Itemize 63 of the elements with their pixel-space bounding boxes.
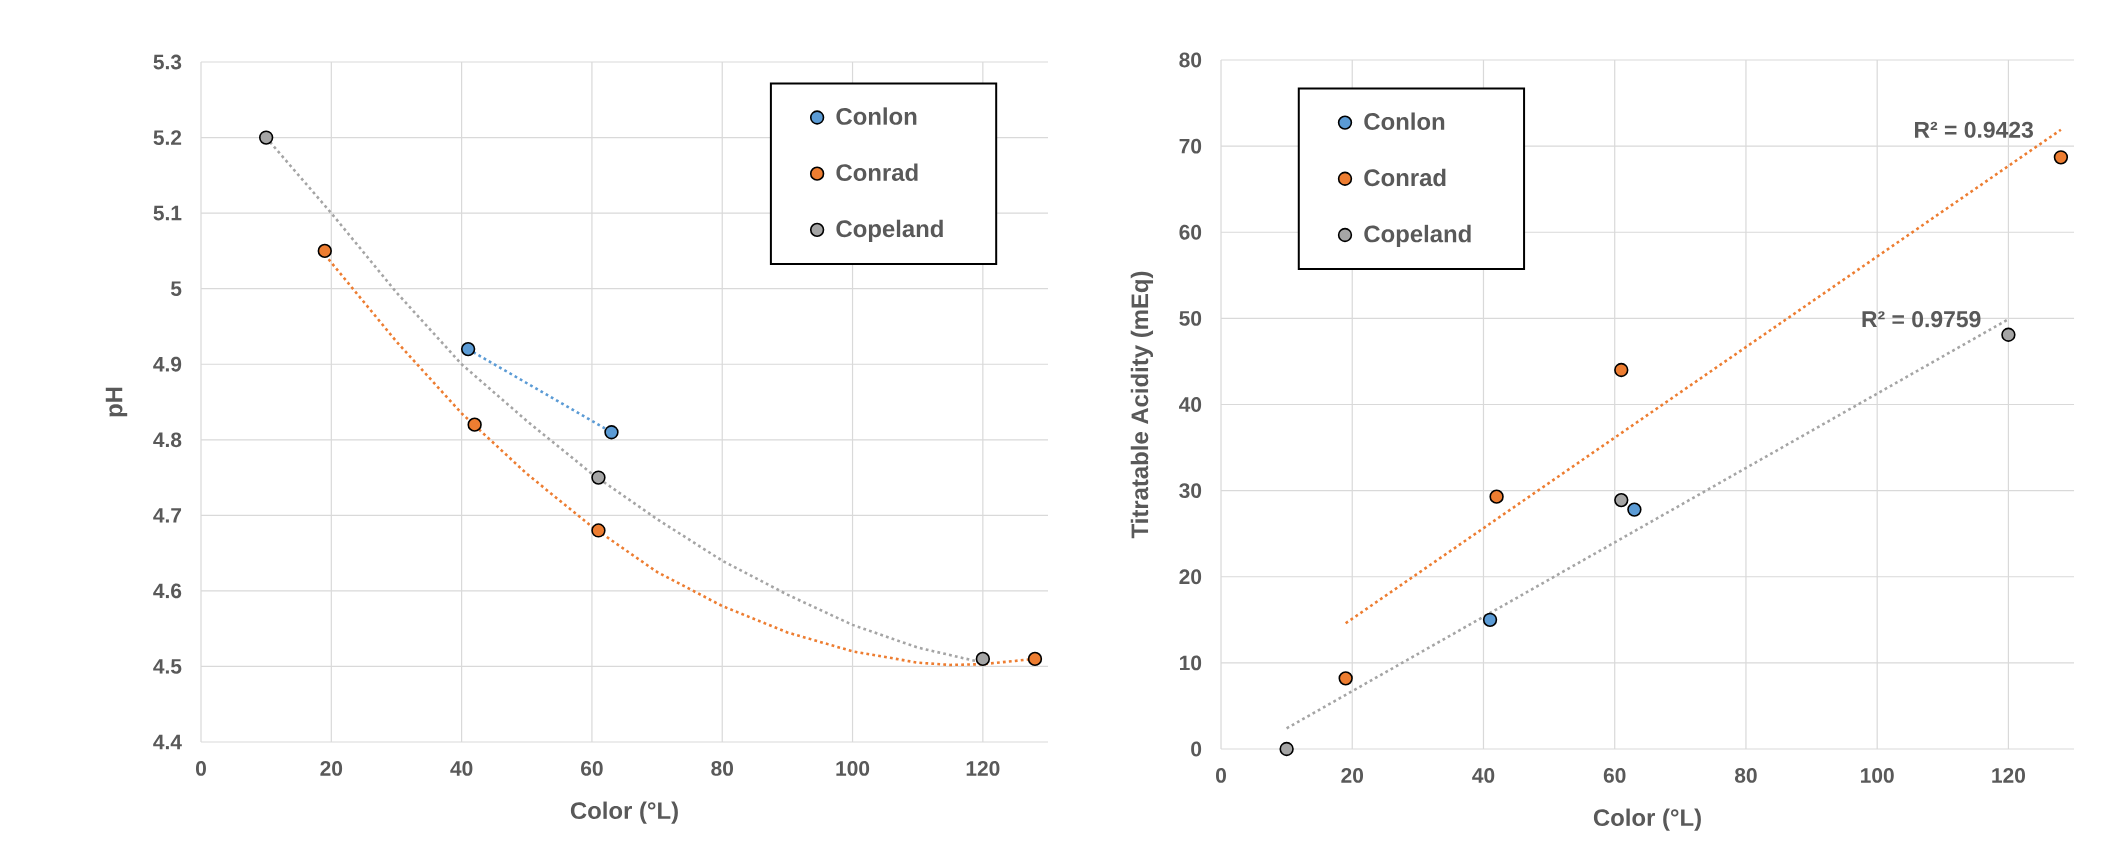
point (591, 470, 606, 485)
y-axis-title: Titratable Acidity (mEq) (1130, 271, 1154, 539)
point (1338, 671, 1353, 686)
x-tick-label: 100 (1861, 768, 1894, 783)
x-tick-label: 80 (1734, 768, 1757, 783)
y-tick-label: 5 (170, 281, 182, 296)
y-tick-label: 60 (1179, 224, 1202, 240)
point (1279, 741, 1294, 757)
x-tick-label: 0 (1216, 768, 1226, 783)
y-tick-label: 4.6 (153, 583, 182, 599)
y-tick-label: 4.5 (153, 659, 182, 674)
x-tick-label: 40 (1472, 768, 1495, 783)
point (460, 341, 476, 357)
legend-label: Copeland (1364, 224, 1471, 248)
point (1627, 502, 1642, 517)
legend-label: Conlon (1364, 112, 1445, 130)
point (1489, 489, 1504, 504)
y-tick-label: 20 (1179, 569, 1202, 585)
y-tick-label: 5.2 (153, 130, 182, 145)
y-tick-label: 80 (1179, 52, 1202, 68)
point (2053, 150, 2069, 165)
y-tick-label: 4.8 (153, 432, 182, 448)
x-tick-label: 120 (966, 761, 1000, 776)
legend-label: Conrad (836, 163, 918, 182)
y-tick-label: 4.9 (153, 356, 182, 372)
y-tick-label: 4.7 (153, 508, 182, 523)
point (467, 417, 482, 432)
point (1614, 362, 1629, 378)
x-tick-label: 40 (450, 761, 473, 776)
y-tick-label: 70 (1179, 138, 1202, 154)
point (975, 651, 991, 667)
y-tick-label: 0 (1191, 741, 1202, 757)
legend-label: Conrad (1364, 168, 1446, 187)
point (317, 243, 332, 259)
y-tick-label: 5.1 (153, 205, 182, 221)
point (1614, 492, 1629, 508)
point (604, 425, 619, 440)
x-axis-title: Color (°L) (1593, 808, 1701, 831)
y-axis-title: pH (105, 387, 128, 417)
point (1482, 612, 1498, 627)
y-tick-label: 30 (1179, 483, 1202, 499)
y-tick-label: 5.3 (153, 54, 182, 70)
x-tick-label: 100 (836, 761, 870, 776)
legend-label: Conlon (836, 107, 917, 125)
x-tick-label: 20 (1341, 768, 1364, 783)
x-tick-label: 80 (711, 761, 734, 776)
y-tick-label: 10 (1180, 655, 1202, 671)
x-axis-title: Color (°L) (570, 801, 678, 824)
x-tick-label: 60 (581, 761, 603, 776)
x-tick-label: 20 (320, 761, 343, 776)
point (2001, 327, 2016, 342)
point (258, 130, 274, 145)
point (591, 523, 606, 538)
y-tick-label: 50 (1179, 310, 1202, 326)
legend-label: Copeland (836, 219, 943, 242)
x-tick-label: 120 (1992, 768, 2025, 783)
annotation: R² = 0.9423 (1915, 121, 2033, 138)
point (1027, 651, 1043, 667)
x-tick-label: 0 (195, 761, 206, 776)
annotation: R² = 0.9759 (1862, 311, 1981, 328)
x-tick-label: 60 (1603, 768, 1626, 783)
y-tick-label: 40 (1179, 397, 1202, 412)
y-tick-label: 4.4 (153, 734, 182, 750)
